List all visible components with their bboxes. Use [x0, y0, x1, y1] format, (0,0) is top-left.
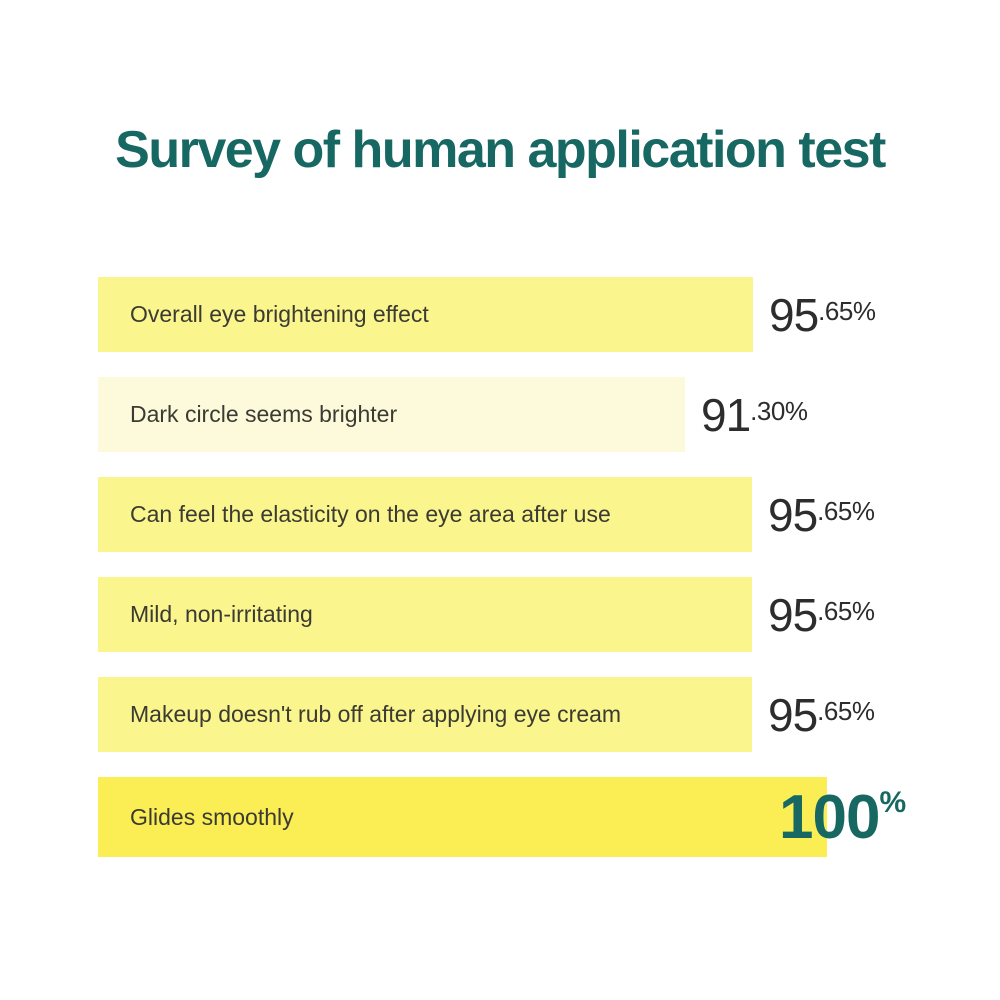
- bar: Glides smoothly: [98, 777, 827, 857]
- bar-value: 95.65%: [768, 588, 875, 641]
- bar-label: Dark circle seems brighter: [130, 401, 398, 427]
- bar-row-overall-brightening: Overall eye brightening effect 95.65%: [98, 277, 1000, 352]
- chart-title: Survey of human application test: [115, 121, 886, 179]
- bar-label: Glides smoothly: [130, 803, 294, 830]
- bar-value: 95.65%: [769, 288, 876, 341]
- bar-row-dark-circle: Dark circle seems brighter 91.30%: [98, 377, 1000, 452]
- bar-label: Mild, non-irritating: [130, 601, 313, 627]
- bar: Mild, non-irritating: [98, 577, 752, 652]
- bar-value: 91.30%: [701, 388, 808, 441]
- bar-row-makeup: Makeup doesn't rub off after applying ey…: [98, 677, 1000, 752]
- value-fraction: .30%: [750, 395, 808, 426]
- bar: Makeup doesn't rub off after applying ey…: [98, 677, 752, 752]
- value-main: 95: [768, 588, 818, 641]
- bar-value: 95.65%: [768, 688, 875, 741]
- value-main: 95: [768, 688, 818, 741]
- value-fraction: %: [879, 785, 906, 819]
- value-fraction: .65%: [817, 695, 875, 726]
- value-main: 95: [769, 288, 819, 341]
- bar-row-glides-smoothly: Glides smoothly 100%: [98, 777, 1000, 857]
- bar-label: Can feel the elasticity on the eye area …: [130, 501, 611, 527]
- value-fraction: .65%: [817, 595, 875, 626]
- bar: Overall eye brightening effect: [98, 277, 753, 352]
- value-main: 91: [701, 388, 751, 441]
- value-fraction: .65%: [817, 495, 875, 526]
- bar: Dark circle seems brighter: [98, 377, 685, 452]
- bar-row-elasticity: Can feel the elasticity on the eye area …: [98, 477, 1000, 552]
- value-main: 100: [779, 782, 880, 852]
- bar-value: 95.65%: [768, 488, 875, 541]
- bar-chart: Overall eye brightening effect 95.65% Da…: [98, 277, 1000, 857]
- bar-label: Makeup doesn't rub off after applying ey…: [130, 701, 622, 727]
- value-fraction: .65%: [818, 295, 876, 326]
- value-main: 95: [768, 488, 818, 541]
- bar: Can feel the elasticity on the eye area …: [98, 477, 752, 552]
- bar-label: Overall eye brightening effect: [130, 301, 429, 327]
- bar-value: 100%: [779, 786, 906, 849]
- bar-row-mild: Mild, non-irritating 95.65%: [98, 577, 1000, 652]
